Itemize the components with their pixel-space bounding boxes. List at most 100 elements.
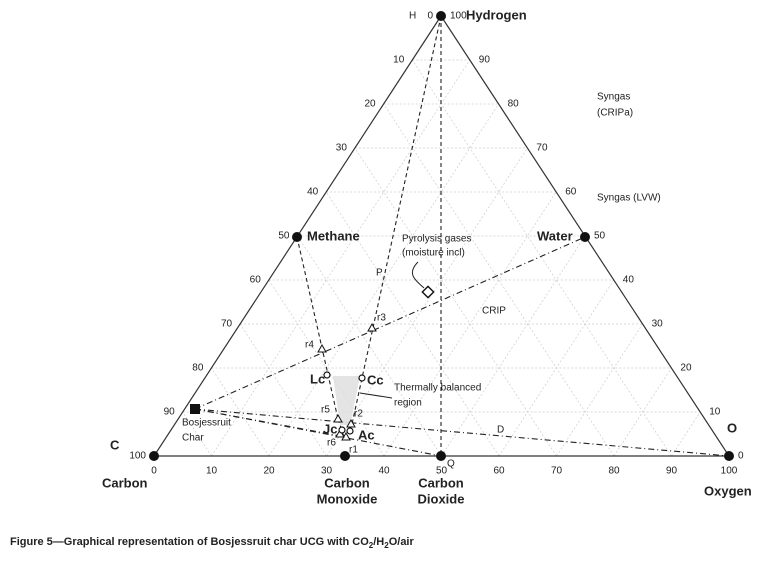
grid-line bbox=[182, 411, 212, 457]
left-tick-label: 50 bbox=[278, 231, 290, 242]
bottom-tick-label: 10 bbox=[206, 466, 218, 477]
right-tick-label: 40 bbox=[623, 275, 635, 286]
bottom-tick-label: 20 bbox=[263, 466, 275, 477]
grid-line bbox=[412, 59, 672, 457]
bottom-tick-label: 70 bbox=[551, 466, 563, 477]
label: r4 bbox=[305, 340, 314, 351]
label: region bbox=[394, 398, 422, 409]
left-tick-label: 70 bbox=[221, 319, 233, 330]
construction-line bbox=[194, 408, 442, 457]
label: Thermally balanced bbox=[394, 383, 481, 394]
caption-part: O/air bbox=[389, 536, 415, 548]
left-tick-label: 100 bbox=[129, 451, 146, 462]
bottom-tick-label: 90 bbox=[666, 466, 678, 477]
label: r2 bbox=[354, 409, 363, 420]
label: H bbox=[409, 11, 416, 22]
label: Dioxide bbox=[418, 491, 465, 506]
diamond bbox=[421, 285, 435, 299]
label: Cc bbox=[367, 372, 384, 387]
caption-part: /H bbox=[373, 536, 384, 548]
label: Pyrolysis gases bbox=[402, 234, 471, 245]
right-tick-label: 30 bbox=[652, 319, 664, 330]
label: Oxygen bbox=[704, 483, 752, 498]
bottom-tick-label: 40 bbox=[378, 466, 390, 477]
label: (CRIPa) bbox=[597, 108, 633, 119]
label: Monoxide bbox=[317, 491, 378, 506]
label: r3 bbox=[377, 313, 386, 324]
construction-line bbox=[296, 236, 339, 420]
label: Syngas bbox=[597, 92, 630, 103]
construction-line bbox=[194, 236, 586, 410]
bottom-tick-label: 60 bbox=[493, 466, 505, 477]
bottom-tick-label: 50 bbox=[436, 466, 448, 477]
left-tick-label: 10 bbox=[393, 55, 405, 66]
label: Carbon bbox=[102, 475, 148, 490]
label: C bbox=[110, 437, 120, 452]
species-dot bbox=[580, 232, 590, 242]
right-tick-label: 100 bbox=[450, 11, 467, 22]
right-tick-label: 50 bbox=[594, 231, 606, 242]
bottom-tick-label: 30 bbox=[321, 466, 333, 477]
species-dot bbox=[724, 451, 734, 461]
right-tick-label: 90 bbox=[479, 55, 491, 66]
label: (moisture incl) bbox=[402, 248, 465, 259]
grid-line bbox=[556, 323, 643, 457]
grid-line bbox=[671, 411, 701, 457]
bottom-tick-label: 80 bbox=[608, 466, 620, 477]
right-tick-label: 80 bbox=[508, 99, 520, 110]
label: D bbox=[497, 425, 504, 436]
circle-marker bbox=[323, 371, 331, 379]
triangle-marker bbox=[333, 413, 343, 423]
label: Jc bbox=[323, 421, 337, 436]
right-tick-label: 60 bbox=[565, 187, 577, 198]
triangle-marker bbox=[346, 418, 356, 428]
right-tick-label: 70 bbox=[536, 143, 548, 154]
left-tick-label: 80 bbox=[192, 363, 204, 374]
species-dot bbox=[149, 451, 159, 461]
label: r5 bbox=[321, 405, 330, 416]
left-tick-label: 30 bbox=[336, 143, 348, 154]
label: Carbon bbox=[418, 475, 464, 490]
species-dot bbox=[436, 451, 446, 461]
label: CRIP bbox=[482, 306, 506, 317]
bottom-tick-label: 100 bbox=[721, 466, 738, 477]
left-tick-label: 0 bbox=[427, 11, 433, 22]
label: Lc bbox=[310, 371, 325, 386]
label: Char bbox=[182, 433, 204, 444]
label: r1 bbox=[349, 445, 358, 456]
label: Carbon bbox=[324, 475, 370, 490]
label: r6 bbox=[327, 438, 336, 449]
label: Methane bbox=[307, 228, 360, 243]
left-tick-label: 90 bbox=[164, 407, 176, 418]
caption-part: Figure 5—Graphical representation of Bos… bbox=[10, 536, 369, 548]
triangle-marker bbox=[317, 343, 327, 353]
grid-line bbox=[354, 147, 557, 457]
grid-line bbox=[326, 147, 528, 457]
arrow bbox=[359, 392, 393, 399]
bottom-tick-label: 0 bbox=[151, 466, 157, 477]
left-tick-label: 40 bbox=[307, 187, 319, 198]
caption-sub: 2 bbox=[369, 541, 374, 550]
species-dot bbox=[340, 451, 350, 461]
circle-marker bbox=[358, 374, 366, 382]
right-tick-label: 10 bbox=[709, 407, 721, 418]
species-dot bbox=[436, 11, 446, 21]
label: Syngas (LVW) bbox=[597, 193, 661, 204]
caption-sub: 2 bbox=[384, 541, 389, 550]
label: Bosjessruit bbox=[182, 418, 231, 429]
label: Hydrogen bbox=[466, 7, 527, 22]
construction-line bbox=[194, 408, 730, 457]
caption: Figure 5—Graphical representation of Bos… bbox=[10, 536, 414, 550]
grid-line bbox=[268, 103, 499, 457]
label: P bbox=[376, 268, 383, 279]
triangle-marker bbox=[367, 322, 377, 332]
right-tick-label: 20 bbox=[680, 363, 692, 374]
arrow bbox=[412, 261, 425, 289]
label: Ac bbox=[358, 427, 375, 442]
species-dot bbox=[292, 232, 302, 242]
char-marker bbox=[190, 404, 200, 414]
label: O bbox=[727, 420, 737, 435]
left-tick-label: 60 bbox=[250, 275, 262, 286]
grid-line bbox=[211, 59, 471, 457]
